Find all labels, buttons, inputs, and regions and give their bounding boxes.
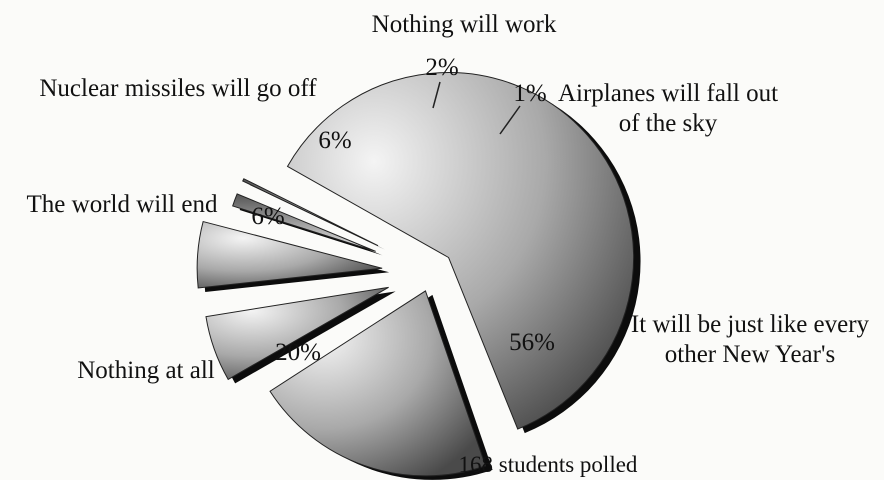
pie-slice-value-label-1: 56% [509, 329, 555, 356]
pie-slice-value-label-6: 1% [513, 80, 546, 107]
chart-note: 168 students polled [459, 452, 638, 477]
pie-slice-category-label-5: Nothing will work [372, 11, 557, 38]
pie-slice-value-label-3: 6% [251, 203, 284, 230]
pie-labels: 56% It will be just like every other New Y… [27, 11, 870, 384]
pie-slice-category-label-2: Nothing at all [77, 357, 215, 384]
pie-slice-2 [269, 290, 487, 477]
pie-slice-6 [242, 178, 379, 247]
pie-slice-value-label-2: 20% [275, 339, 321, 366]
pie-slice-value-label-4: 6% [318, 127, 351, 154]
leader-line-1pct [499, 105, 521, 135]
pie-slice-category-label-6: Airplanes will fall out of the sky [558, 80, 778, 137]
pie-slice-1 [286, 72, 634, 430]
pie-slice-5 [232, 193, 376, 252]
pie-slice-value-label-5: 2% [425, 54, 458, 81]
leader-line-2pct [432, 81, 441, 109]
pie-slice-3 [205, 286, 389, 381]
pie-slice-4 [196, 220, 383, 289]
pie-slice-category-label-3: The world will end [27, 191, 218, 218]
pie-slice-category-label-1: It will be just like every other New Year… [631, 311, 870, 368]
pie-slice-category-label-4: Nuclear missiles will go off [39, 75, 317, 102]
pie-slices [196, 72, 641, 480]
